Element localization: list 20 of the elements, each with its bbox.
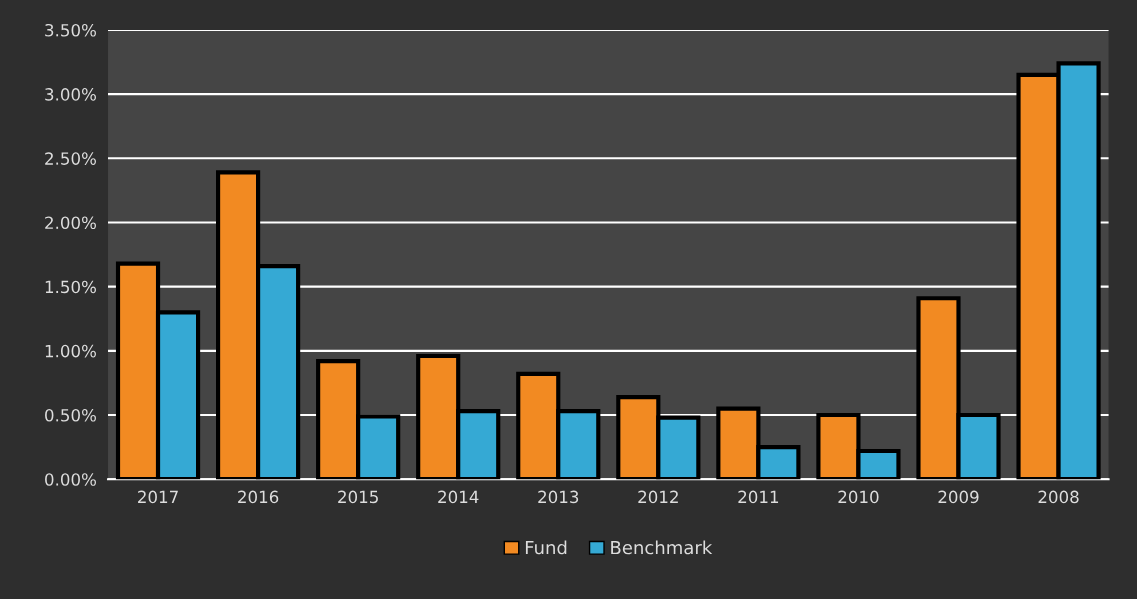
y-tick-label: 3.50%	[45, 23, 96, 37]
x-tick-label: 2014	[438, 490, 479, 504]
y-tick-label: 2.00%	[45, 216, 96, 230]
y-tick-label: 0.00%	[45, 473, 96, 486]
x-tick-label: 2016	[238, 490, 279, 504]
legend-label: Benchmark	[611, 540, 713, 555]
x-tick-label: 2013	[538, 490, 579, 504]
y-tick-label: 3.00%	[45, 88, 96, 101]
y-tick-label: 1.00%	[45, 344, 96, 358]
y-tick-label: 2.50%	[45, 152, 96, 165]
x-tick-label: 2017	[138, 490, 178, 504]
x-tick-label: 2010	[838, 490, 879, 504]
y-tick-label: 1.50%	[45, 280, 96, 294]
y-tick-label: 0.50%	[45, 408, 96, 422]
x-tick-label: 2009	[938, 490, 979, 504]
x-tick-label: 2012	[638, 490, 678, 504]
x-tick-label: 2015	[338, 490, 378, 504]
x-tick-label: 2008	[1038, 490, 1079, 504]
x-tick-label: 2011	[738, 490, 779, 504]
legend-label: Fund	[525, 540, 567, 555]
